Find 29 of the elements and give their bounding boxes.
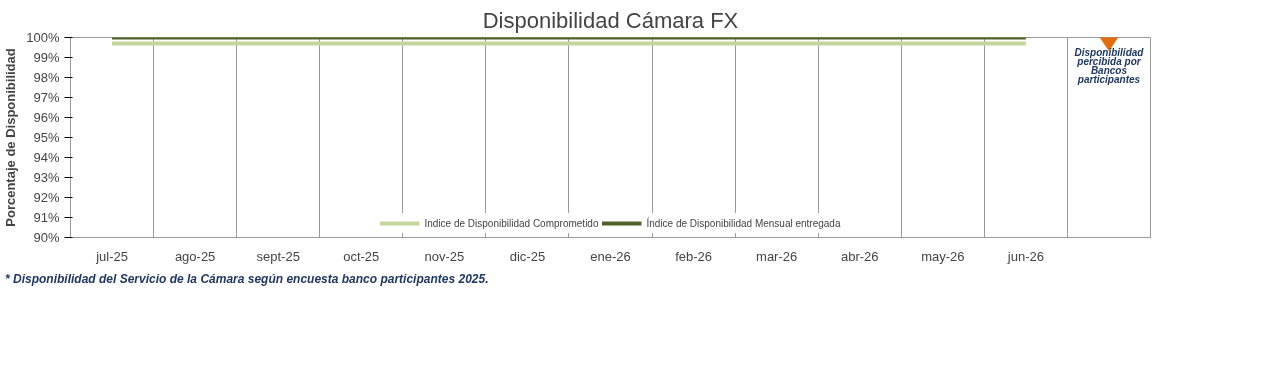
y-tick-label: 100% — [26, 30, 60, 45]
y-tick-label: 93% — [33, 170, 60, 185]
x-tick-label: abr-26 — [840, 248, 879, 264]
x-tick-label: mar-26 — [756, 248, 798, 264]
y-tick-label: 95% — [33, 130, 60, 145]
y-tick-label: 99% — [33, 50, 60, 65]
x-tick-label: jul-25 — [95, 248, 128, 264]
x-tick-label: nov-25 — [424, 248, 465, 264]
y-axis-title: Porcentaje de Disponibilidad — [3, 48, 19, 227]
x-tick-label: ene-26 — [590, 248, 631, 264]
y-tick-label: 90% — [33, 230, 60, 245]
x-tick-label: ago-25 — [174, 248, 216, 264]
legend-label: Índice de Disponibilidad Mensual entregada — [646, 217, 841, 229]
y-tick-label: 98% — [33, 70, 60, 85]
y-tick-label: 94% — [33, 150, 60, 165]
x-tick-label: oct-25 — [343, 248, 380, 264]
x-tick-label: dic-25 — [509, 248, 546, 264]
x-tick-label: jun-26 — [1006, 248, 1044, 264]
y-tick-label: 92% — [33, 190, 60, 205]
y-tick-label: 97% — [33, 90, 60, 105]
legend-label: Indice de Disponibilidad Comprometido — [424, 217, 599, 229]
y-tick-label: 91% — [33, 210, 60, 225]
series-label: Disponibilidad percibida por Bancos participantes — [1074, 47, 1145, 85]
y-tick-label: 96% — [33, 110, 60, 125]
x-tick-label: may-26 — [921, 248, 965, 264]
chart-title: Disponibilidad Cámara FX — [482, 7, 739, 33]
text: * Disponibilidad del Servicio de la Cámara según encuesta banco participantes 2025. — [5, 271, 489, 288]
x-tick-label: feb-26 — [675, 248, 713, 264]
x-tick-label: sept-25 — [256, 248, 300, 264]
